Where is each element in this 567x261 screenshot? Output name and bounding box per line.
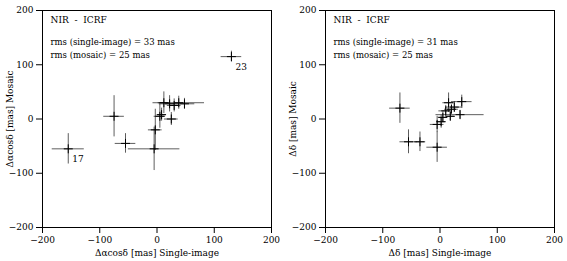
svg-text:Δαcosδ [mas] Mosaic: Δαcosδ [mas] Mosaic	[5, 71, 15, 168]
svg-text:−200: −200	[30, 235, 55, 245]
svg-text:Δαcosδ [mas] Single-image: Δαcosδ [mas] Single-image	[95, 248, 219, 258]
svg-text:0: 0	[311, 114, 317, 124]
svg-text:200: 200	[263, 235, 280, 245]
svg-text:−100: −100	[9, 168, 34, 178]
svg-text:NIR - ICRF: NIR - ICRF	[51, 15, 107, 25]
svg-text:−100: −100	[370, 235, 395, 245]
svg-text:100: 100	[299, 60, 316, 70]
svg-text:−200: −200	[9, 222, 34, 232]
svg-text:100: 100	[489, 235, 506, 245]
svg-text:Δδ [mas] Mosaic: Δδ [mas] Mosaic	[288, 81, 298, 157]
svg-text:−200: −200	[313, 235, 338, 245]
svg-text:0: 0	[28, 114, 34, 124]
svg-text:rms (single-image) = 31 mas: rms (single-image) = 31 mas	[334, 37, 458, 47]
svg-text:NIR - ICRF: NIR - ICRF	[334, 15, 390, 25]
svg-text:0: 0	[437, 235, 443, 245]
svg-text:23: 23	[235, 61, 247, 71]
svg-text:0: 0	[154, 235, 160, 245]
svg-text:200: 200	[299, 5, 316, 15]
svg-text:rms (single-image) = 33 mas: rms (single-image) = 33 mas	[51, 37, 175, 47]
svg-text:−200: −200	[292, 222, 317, 232]
svg-text:−100: −100	[292, 168, 317, 178]
svg-text:Δδ [mas] Single-image: Δδ [mas] Single-image	[389, 248, 492, 258]
svg-text:100: 100	[16, 60, 33, 70]
svg-text:rms (mosaic) = 25 mas: rms (mosaic) = 25 mas	[51, 50, 150, 60]
svg-text:200: 200	[546, 235, 563, 245]
svg-text:−100: −100	[87, 235, 112, 245]
svg-text:100: 100	[206, 235, 223, 245]
svg-text:17: 17	[72, 154, 84, 164]
svg-text:200: 200	[16, 5, 33, 15]
svg-text:rms (mosaic) = 25 mas: rms (mosaic) = 25 mas	[334, 50, 433, 60]
